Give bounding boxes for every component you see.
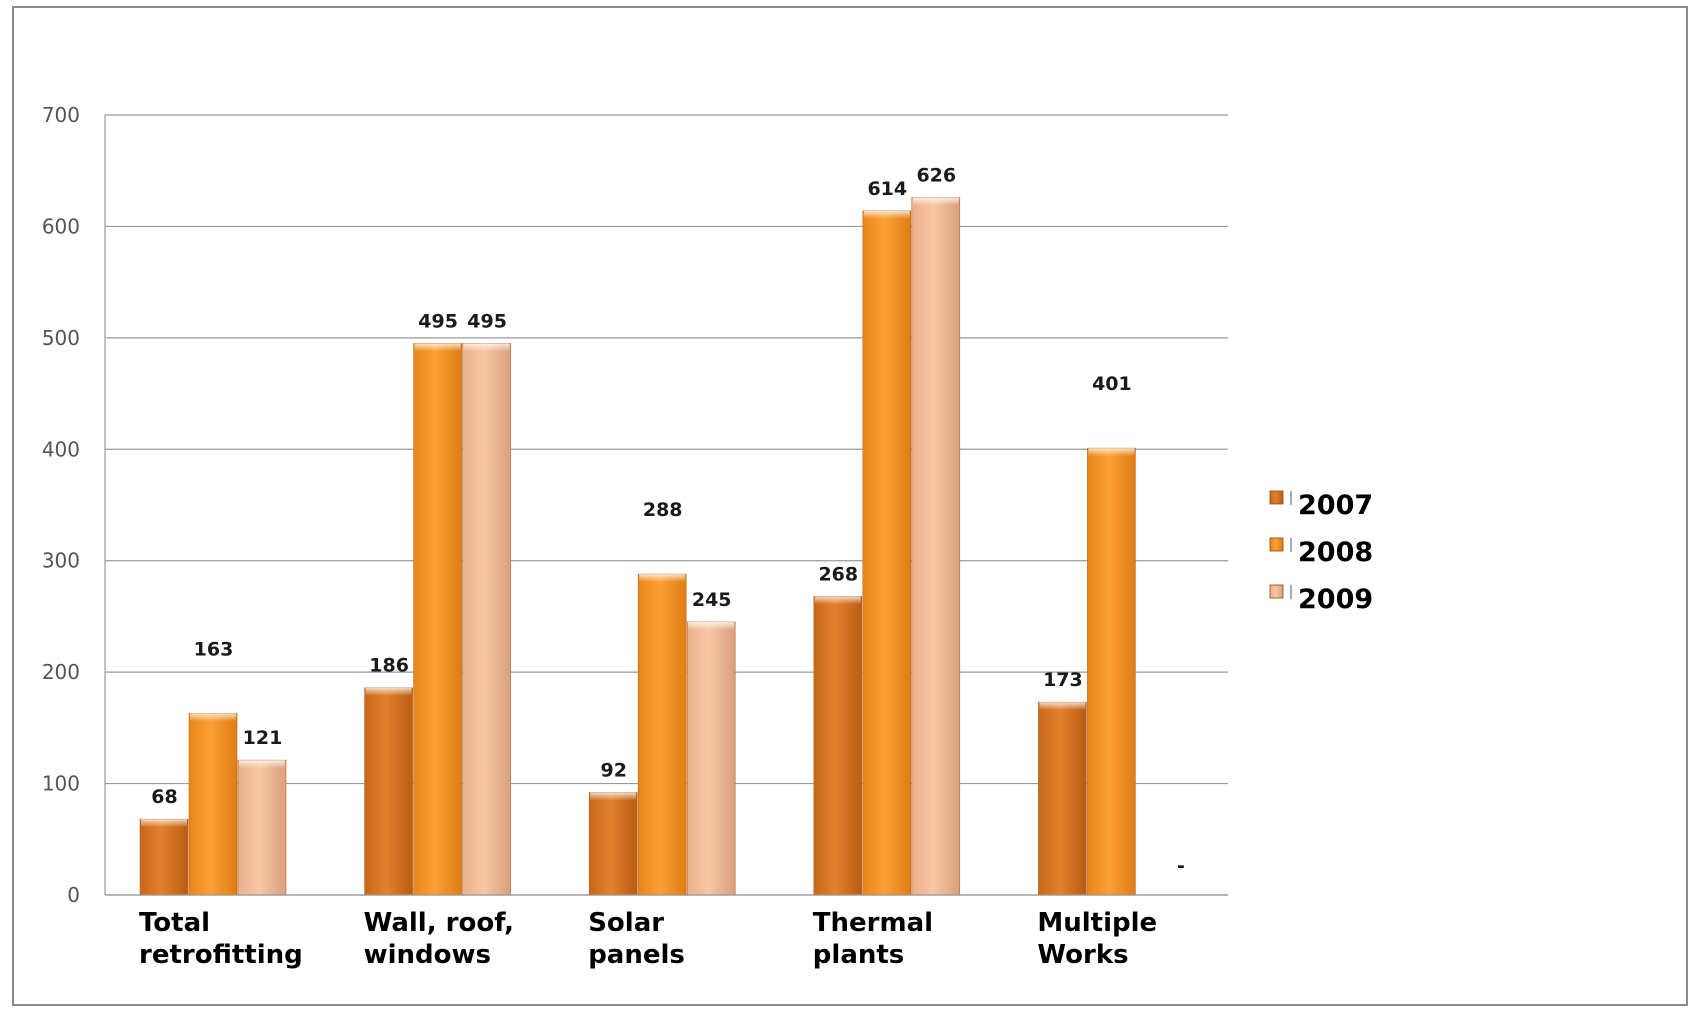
bar-shine-2008-1 xyxy=(414,343,461,352)
bar-2007-0 xyxy=(139,818,189,896)
category-label-line: windows xyxy=(364,940,491,970)
data-label: 626 xyxy=(916,164,956,186)
y-tick-label: 500 xyxy=(42,326,80,350)
bar-2009-0 xyxy=(237,759,287,896)
bar-shine-2009-0 xyxy=(239,760,285,769)
legend: 2007 2008 2009 xyxy=(1269,490,1373,615)
bar-2008-4 xyxy=(1087,447,1136,896)
category-label-line: Wall, roof, xyxy=(364,908,514,938)
bar-2008-2 xyxy=(637,573,687,896)
bar-2008-3 xyxy=(862,210,912,896)
category-label-line: Thermal xyxy=(813,908,933,938)
y-tick-label: 700 xyxy=(42,103,80,127)
category-label: Multiple Works xyxy=(1037,908,1157,970)
data-label: 68 xyxy=(151,786,177,808)
x-axis: Total retrofitting Wall, roof, windows Solar… xyxy=(105,894,1228,970)
bar-shine-2007-2 xyxy=(590,792,637,801)
data-label: 495 xyxy=(418,310,458,332)
bar-shine-2008-4 xyxy=(1088,448,1135,457)
data-label: 268 xyxy=(818,563,858,585)
bar-2009-2 xyxy=(686,621,736,896)
bar-2009-3 xyxy=(911,197,961,896)
data-label: 495 xyxy=(467,310,507,332)
bar-shine-2007-4 xyxy=(1039,702,1086,711)
category-label-line: plants xyxy=(813,940,904,970)
bar-shine-2008-2 xyxy=(639,574,686,583)
legend-label-2007: 2007 xyxy=(1298,490,1373,521)
category-label: Solar panels xyxy=(588,908,685,970)
bar-2007-3 xyxy=(813,596,863,896)
y-tick-label: 300 xyxy=(42,549,80,573)
y-tick-label: 0 xyxy=(67,883,80,907)
category-label: Wall, roof, windows xyxy=(364,908,514,970)
bar-shine-2009-3 xyxy=(912,197,959,206)
legend-swatch-2007 xyxy=(1269,490,1284,505)
bar-shine-2007-1 xyxy=(365,687,412,696)
data-label: 245 xyxy=(692,589,732,611)
bar-2008-0 xyxy=(188,713,238,896)
bar-shine-2007-0 xyxy=(141,819,187,828)
category-label: Total retrofitting xyxy=(139,908,303,970)
data-label: - xyxy=(1177,855,1185,877)
bar-2007-4 xyxy=(1038,701,1087,896)
category-label-line: Works xyxy=(1037,940,1128,970)
bar-shine-2008-0 xyxy=(190,713,236,722)
legend-swatch-2008 xyxy=(1269,537,1284,552)
category-label-line: retrofitting xyxy=(139,940,303,970)
bar-shine-2007-3 xyxy=(814,596,861,605)
data-label: 401 xyxy=(1092,373,1132,395)
data-label: 614 xyxy=(867,178,907,200)
bars xyxy=(139,197,1136,896)
data-label: 186 xyxy=(369,655,409,677)
category-label-line: Solar xyxy=(588,908,664,938)
y-tick-label: 200 xyxy=(42,660,80,684)
bar-2009-1 xyxy=(462,343,511,896)
legend-label-2008: 2008 xyxy=(1298,537,1373,568)
y-tick-label: 600 xyxy=(42,214,80,238)
y-tick-label: 100 xyxy=(42,772,80,796)
category-label-line: Multiple xyxy=(1037,908,1157,938)
bar-2007-2 xyxy=(588,792,638,896)
bar-2008-1 xyxy=(413,343,462,896)
legend-label-2009: 2009 xyxy=(1298,584,1373,615)
bar-shine-2009-1 xyxy=(463,343,510,352)
bar-shine-2008-3 xyxy=(863,210,910,219)
category-label: Thermal plants xyxy=(813,908,933,970)
bar-2007-1 xyxy=(364,687,413,896)
data-label: 121 xyxy=(243,727,283,749)
y-axis: 0 100 200 300 400 500 600 700 xyxy=(42,103,106,907)
data-label: 92 xyxy=(600,759,626,781)
data-labels: 68 163 121 186 495 495 92 288 245 268 614 626 173 401… xyxy=(151,164,1185,877)
data-label: 173 xyxy=(1043,669,1083,691)
bar-shine-2009-2 xyxy=(688,622,735,630)
y-tick-label: 400 xyxy=(42,437,80,461)
category-label-line: Total xyxy=(139,908,210,938)
data-label: 163 xyxy=(194,638,234,660)
category-label-line: panels xyxy=(588,940,685,970)
legend-swatch-2009 xyxy=(1269,584,1284,599)
data-label: 288 xyxy=(643,499,683,521)
